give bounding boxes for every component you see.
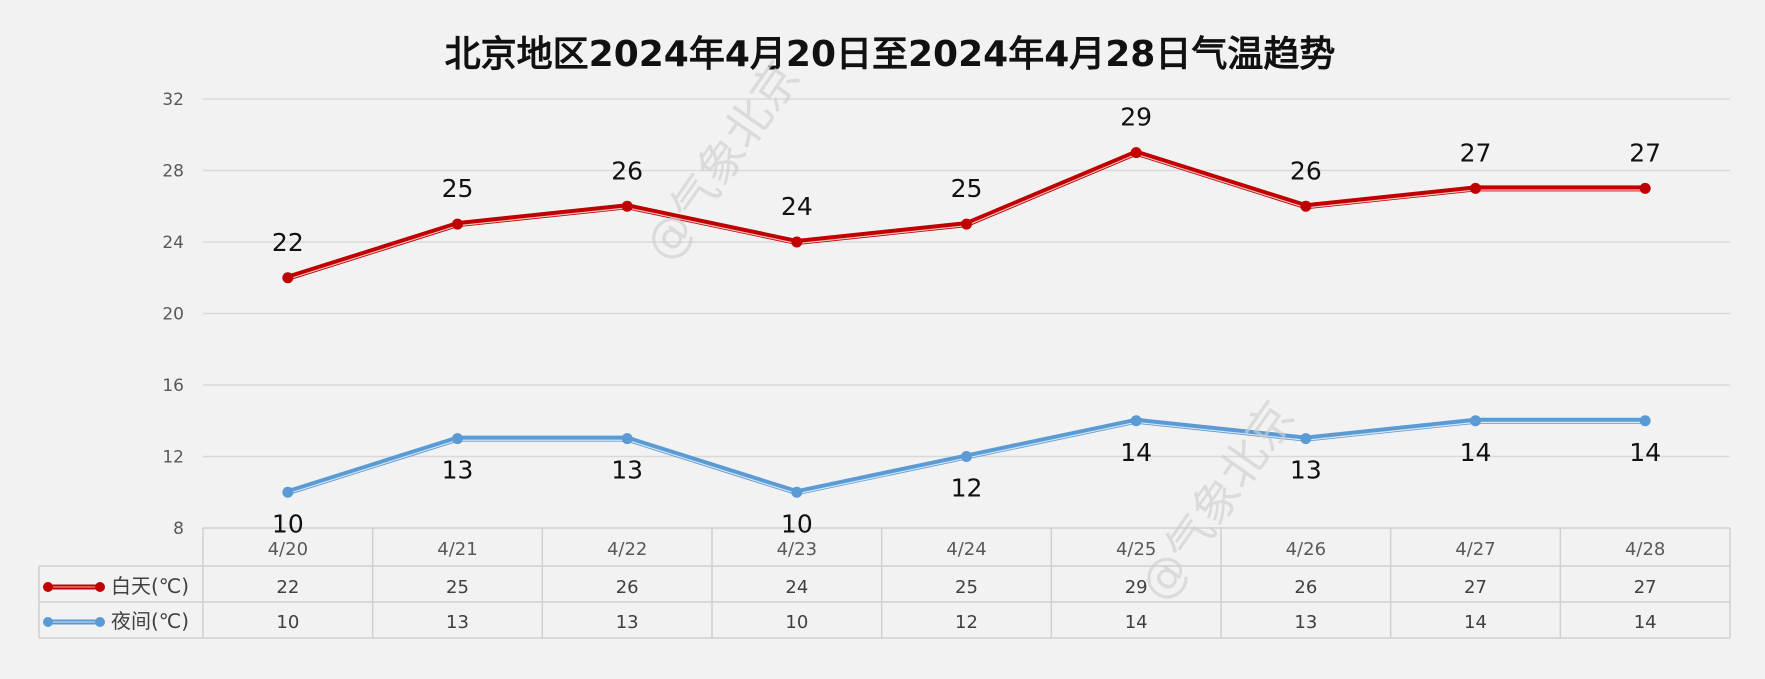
data-label: 29 bbox=[1120, 103, 1152, 132]
data-label: 22 bbox=[272, 228, 304, 257]
data-point bbox=[282, 272, 294, 284]
table-cell: 10 bbox=[785, 612, 808, 633]
data-point bbox=[1470, 415, 1481, 427]
table-cell: 22 bbox=[276, 577, 299, 598]
table-cell: 14 bbox=[1125, 612, 1148, 633]
data-label: 10 bbox=[272, 509, 304, 538]
data-label: 13 bbox=[442, 456, 474, 485]
y-tick-label: 8 bbox=[173, 519, 184, 539]
data-point bbox=[1130, 147, 1142, 159]
x-tick-label: 4/26 bbox=[1286, 539, 1326, 560]
data-point bbox=[791, 236, 803, 248]
watermarks: @气象北京@气象北京 bbox=[634, 51, 1305, 610]
grid bbox=[203, 98, 1730, 458]
data-point bbox=[961, 451, 972, 462]
x-tick-label: 4/20 bbox=[268, 539, 308, 560]
legend-marker bbox=[43, 617, 53, 627]
table-cell: 13 bbox=[616, 612, 639, 633]
table-cell: 13 bbox=[1294, 612, 1317, 633]
table-cell: 26 bbox=[1294, 577, 1317, 598]
x-tick-label: 4/21 bbox=[437, 539, 477, 560]
data-table: 4/20 4/21 4/22 4/23 4/24 4/25 4/26 4/27 4/28 白天(℃… bbox=[38, 527, 1731, 639]
table-cell: 24 bbox=[785, 577, 808, 598]
table-cell: 25 bbox=[446, 577, 469, 598]
y-tick-label: 28 bbox=[162, 162, 184, 182]
table-cell: 10 bbox=[276, 612, 299, 633]
data-point bbox=[452, 433, 463, 445]
y-tick-label: 12 bbox=[162, 448, 184, 468]
data-label: 10 bbox=[781, 509, 813, 538]
data-point bbox=[1639, 182, 1651, 194]
data-point bbox=[1470, 182, 1481, 194]
data-point bbox=[1639, 415, 1651, 427]
data-label: 25 bbox=[442, 174, 474, 203]
data-point bbox=[621, 433, 633, 445]
y-tick-label: 24 bbox=[162, 233, 184, 253]
legend-marker bbox=[95, 617, 105, 627]
series-lines bbox=[282, 147, 1651, 498]
x-tick-label: 4/27 bbox=[1455, 539, 1495, 560]
series-line bbox=[286, 149, 1646, 281]
table-cell: 25 bbox=[955, 577, 978, 598]
data-label: 26 bbox=[1290, 156, 1322, 185]
data-label: 13 bbox=[1290, 456, 1322, 485]
data-point bbox=[621, 200, 633, 212]
data-label: 14 bbox=[1629, 438, 1661, 467]
data-label: 27 bbox=[1629, 138, 1661, 167]
x-tick-label: 4/22 bbox=[607, 539, 647, 560]
data-label: 14 bbox=[1460, 438, 1492, 467]
data-label: 12 bbox=[951, 474, 983, 503]
x-tick-label: 4/24 bbox=[946, 539, 986, 560]
y-tick-label: 16 bbox=[162, 376, 184, 396]
data-label: 27 bbox=[1460, 138, 1492, 167]
table-cell: 14 bbox=[1464, 612, 1487, 633]
data-point bbox=[791, 486, 803, 498]
legend-marker bbox=[43, 582, 53, 592]
table-cell: 13 bbox=[446, 612, 469, 633]
legend-label: 夜间(℃) bbox=[111, 609, 189, 633]
data-point bbox=[961, 218, 972, 230]
data-point bbox=[282, 486, 294, 498]
legend-label: 白天(℃) bbox=[111, 574, 189, 598]
table-cell: 14 bbox=[1634, 612, 1657, 633]
table-cell: 12 bbox=[955, 612, 978, 633]
table-cell: 27 bbox=[1464, 577, 1487, 598]
data-point bbox=[452, 218, 463, 230]
data-label: 24 bbox=[781, 192, 813, 221]
legend-marker bbox=[95, 582, 105, 592]
data-point bbox=[1300, 200, 1312, 212]
x-tick-label: 4/28 bbox=[1625, 539, 1665, 560]
series-line-highlight bbox=[287, 153, 1646, 280]
data-label: 13 bbox=[611, 456, 643, 485]
table-cell: 26 bbox=[616, 577, 639, 598]
y-axis: 8 12 16 20 24 28 32 bbox=[162, 90, 184, 539]
x-tick-label: 4/25 bbox=[1116, 539, 1156, 560]
data-label: 25 bbox=[951, 174, 983, 203]
data-labels: 22 25 26 24 25 29 26 27 27 10 13 13 10 12 14 13 14 14 bbox=[272, 103, 1661, 539]
x-tick-label: 4/23 bbox=[777, 539, 817, 560]
data-point bbox=[1130, 415, 1142, 427]
table-cell: 29 bbox=[1125, 577, 1148, 598]
data-label: 26 bbox=[611, 156, 643, 185]
data-point bbox=[1300, 433, 1312, 445]
chart-title: 北京地区2024年4月20日至2024年4月28日气温趋势 bbox=[445, 33, 1336, 75]
y-tick-label: 20 bbox=[162, 305, 184, 325]
data-label: 14 bbox=[1120, 438, 1152, 467]
table-cell: 27 bbox=[1634, 577, 1657, 598]
y-tick-label: 32 bbox=[162, 90, 184, 110]
